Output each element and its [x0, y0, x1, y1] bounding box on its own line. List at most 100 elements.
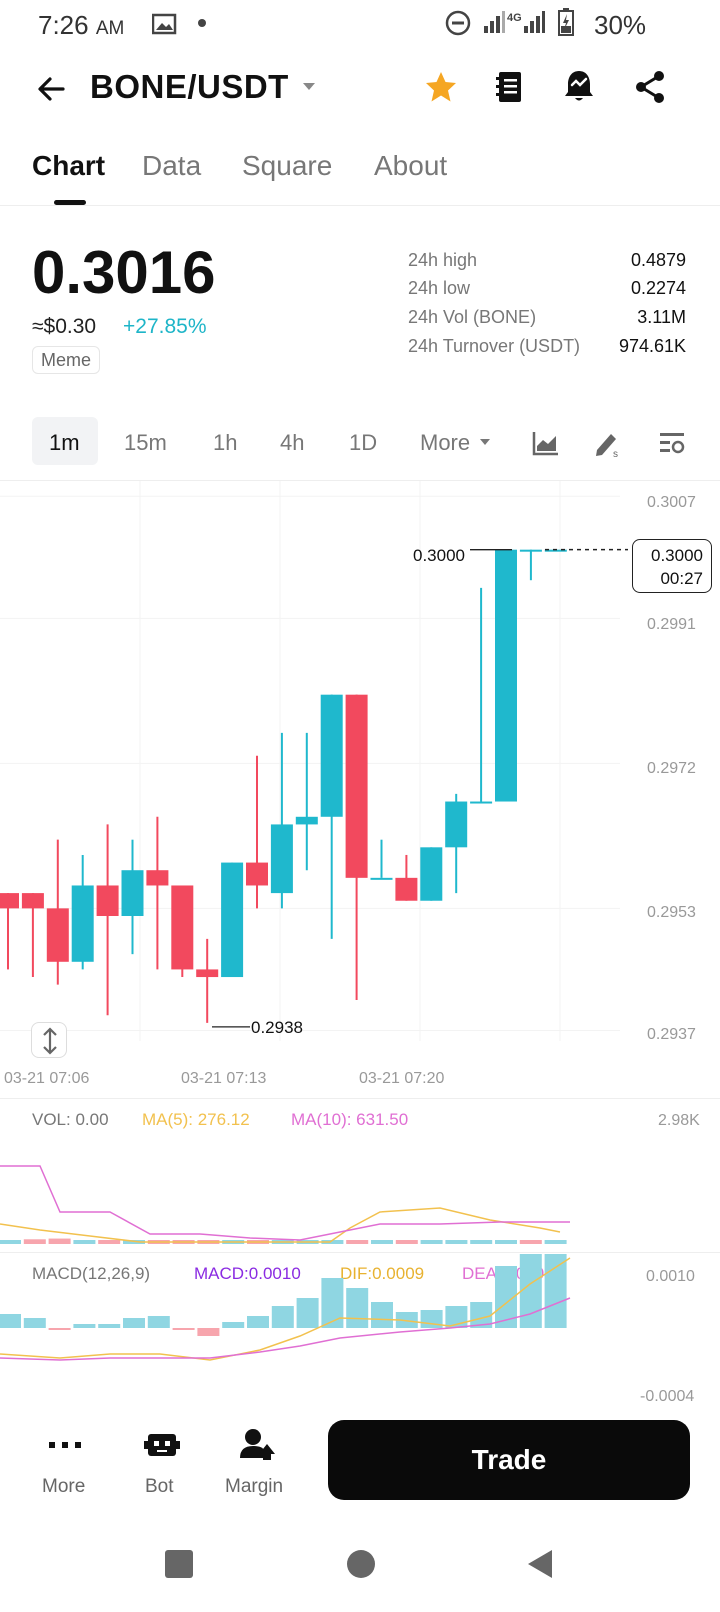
candle-body — [544, 549, 567, 552]
ma10-line — [0, 1165, 570, 1241]
battery-percent: 30% — [594, 10, 647, 40]
macd-histogram-bar — [73, 1324, 96, 1328]
bottom-margin-label[interactable]: Margin — [225, 1476, 284, 1497]
category-tag[interactable]: Meme — [32, 346, 101, 374]
interval-selected-bg — [32, 417, 98, 465]
macd-chart[interactable] — [0, 1254, 720, 1414]
macd-params-legend: MACD(12,26,9) — [32, 1264, 151, 1283]
macd-histogram-bar — [470, 1302, 493, 1328]
candle-body — [146, 870, 169, 886]
signal-icon-2 — [524, 11, 545, 33]
bottom-bot-button[interactable] — [138, 1428, 188, 1498]
square-nav-icon[interactable] — [163, 1548, 195, 1580]
back-triangle-icon[interactable] — [524, 1548, 556, 1580]
y-tick-label: 0.2991 — [647, 616, 696, 633]
chart-type-icon[interactable] — [532, 430, 560, 456]
status-bar: 7:26 AM 4G 30% — [0, 0, 720, 52]
macd-min-label: -0.0004 — [640, 1388, 695, 1405]
vol-max-label: 2.98K — [658, 1112, 700, 1129]
volume-bar — [321, 1240, 344, 1244]
x-tick-label: 03-21 07:06 — [4, 1070, 90, 1087]
candle-body — [445, 801, 468, 848]
bottom-margin-button[interactable] — [232, 1428, 292, 1498]
bottom-more-button[interactable] — [40, 1430, 90, 1500]
volume-chart[interactable] — [0, 1100, 720, 1250]
circle-nav-icon[interactable] — [345, 1548, 377, 1580]
y-tick-label: 0.3007 — [647, 494, 696, 511]
candle-body — [246, 862, 268, 886]
alert-bell-icon[interactable] — [563, 68, 595, 104]
candle-body — [121, 870, 144, 916]
candle-body — [370, 877, 393, 880]
volume-bar — [420, 1240, 443, 1244]
stat-label-high: 24h high — [408, 250, 478, 270]
vertical-resize-icon — [43, 1027, 57, 1055]
candle-body — [420, 847, 443, 901]
bottom-more-label[interactable]: More — [42, 1476, 86, 1497]
macd-histogram-bar — [172, 1328, 195, 1330]
ma5-legend: MA(5): 276.12 — [142, 1110, 250, 1129]
candle-body — [46, 908, 69, 962]
gallery-notification-icon — [152, 13, 177, 35]
last-price-tag: 0.3000 00:27 — [632, 539, 712, 593]
signal-icon — [484, 11, 505, 33]
candle-body — [96, 885, 119, 916]
macd-histogram-bar — [98, 1324, 121, 1328]
more-dots-icon — [49, 1442, 81, 1448]
tab-square[interactable]: Square — [242, 150, 333, 181]
header: BONE/USDT — [0, 52, 720, 130]
candle-body — [0, 893, 19, 909]
macd-histogram-bar — [321, 1278, 344, 1328]
macd-legend: MACD:0.0010 — [194, 1264, 301, 1283]
volume-bar — [98, 1240, 121, 1244]
candlestick-chart[interactable] — [0, 481, 720, 1061]
chart-resize-button[interactable] — [31, 1022, 67, 1058]
stat-label-turnover: 24h Turnover (USDT) — [408, 336, 581, 356]
interval-1d[interactable]: 1D — [349, 430, 378, 455]
x-tick-label: 03-21 07:13 — [181, 1070, 267, 1087]
volume-bar — [519, 1240, 542, 1244]
volume-bar — [544, 1240, 567, 1244]
back-arrow-icon[interactable] — [36, 74, 66, 104]
share-icon[interactable] — [634, 70, 666, 104]
candle-body — [270, 824, 293, 894]
macd-histogram-bar — [197, 1328, 220, 1336]
chart-top-divider — [0, 480, 720, 481]
more-caret-icon[interactable] — [479, 438, 491, 446]
svg-text:s: s — [613, 449, 618, 458]
star-icon[interactable] — [424, 70, 458, 104]
battery-icon — [558, 8, 574, 36]
ma5-line — [0, 1207, 561, 1243]
draw-tool-icon[interactable]: s — [593, 428, 623, 458]
macd-histogram-bar — [495, 1266, 517, 1328]
interval-more[interactable]: More — [420, 430, 471, 455]
candle-body — [395, 877, 418, 901]
vol-legend: VOL: 0.00 — [32, 1110, 109, 1129]
macd-histogram-bar — [519, 1254, 542, 1328]
dropdown-caret-icon[interactable] — [302, 82, 316, 92]
interval-1m[interactable]: 1m — [49, 430, 80, 455]
candle-body — [196, 969, 219, 978]
pair-title[interactable]: BONE/USDT — [90, 68, 289, 105]
candle-body — [221, 862, 244, 978]
tab-data[interactable]: Data — [142, 150, 202, 181]
price-change: +27.85% — [123, 315, 207, 338]
notebook-icon[interactable] — [494, 70, 526, 104]
volume-bar — [395, 1240, 418, 1244]
last-price-tag-value: 0.3000 — [651, 546, 703, 565]
interval-4h[interactable]: 4h — [280, 430, 305, 455]
trade-button[interactable]: Trade — [328, 1420, 690, 1500]
tab-about[interactable]: About — [374, 150, 448, 181]
macd-histogram-bar — [147, 1316, 170, 1328]
candle-body — [295, 816, 318, 825]
macd-histogram-bar — [544, 1254, 567, 1328]
status-time: 7:26 AM — [38, 10, 125, 40]
bot-icon — [144, 1434, 180, 1456]
tab-chart[interactable]: Chart — [32, 150, 106, 181]
settings-sliders-icon[interactable] — [658, 430, 686, 456]
bottom-bot-label[interactable]: Bot — [145, 1476, 174, 1497]
dif-legend: DIF:0.0009 — [340, 1264, 425, 1283]
dea-line — [0, 1297, 571, 1361]
interval-1h[interactable]: 1h — [213, 430, 238, 455]
interval-15m[interactable]: 15m — [124, 430, 167, 455]
